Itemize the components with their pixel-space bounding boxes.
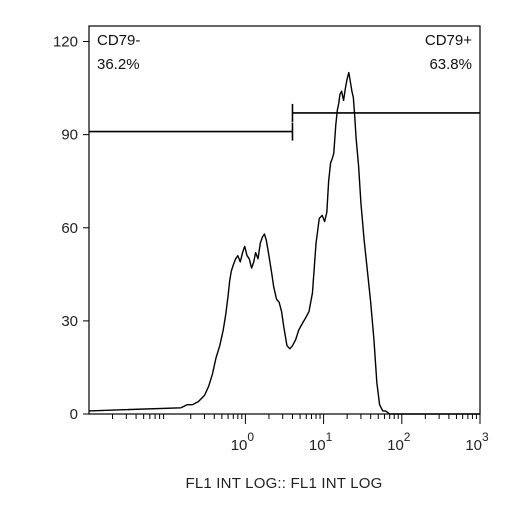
gate-name-label: CD79- [97, 32, 140, 49]
x-tick-label: 101 [309, 430, 333, 454]
x-tick-base: 10 [387, 437, 404, 454]
x-tick-exponent: 3 [482, 430, 489, 444]
y-tick-label: 30 [61, 313, 78, 330]
x-tick-base: 10 [231, 437, 248, 454]
x-tick-exponent: 1 [326, 430, 333, 444]
series [88, 71, 480, 415]
x-tick-label: 103 [465, 430, 489, 454]
x-tick-label: 102 [387, 430, 411, 454]
x-tick-base: 10 [465, 437, 482, 454]
histogram-curve [88, 71, 480, 415]
x-axis-label: FL1 INT LOG:: FL1 INT LOG [185, 475, 382, 492]
y-tick-label: 90 [61, 127, 78, 144]
y-tick-label: 60 [61, 220, 78, 237]
x-tick-base: 10 [309, 437, 326, 454]
gate-percent-label: 36.2% [97, 56, 140, 73]
y-tick-label: 120 [53, 34, 78, 51]
gates: CD79- 36.2% CD79+ 63.8% [89, 32, 480, 141]
gate-percent-label: 63.8% [429, 56, 472, 73]
axes [88, 25, 481, 415]
x-tick-exponent: 2 [404, 430, 411, 444]
plot-frame [88, 25, 481, 415]
y-tick-label: 0 [70, 406, 78, 423]
x-tick-exponent: 0 [247, 430, 254, 444]
x-tick-label: 100 [231, 430, 255, 454]
gate-name-label: CD79+ [425, 32, 472, 49]
